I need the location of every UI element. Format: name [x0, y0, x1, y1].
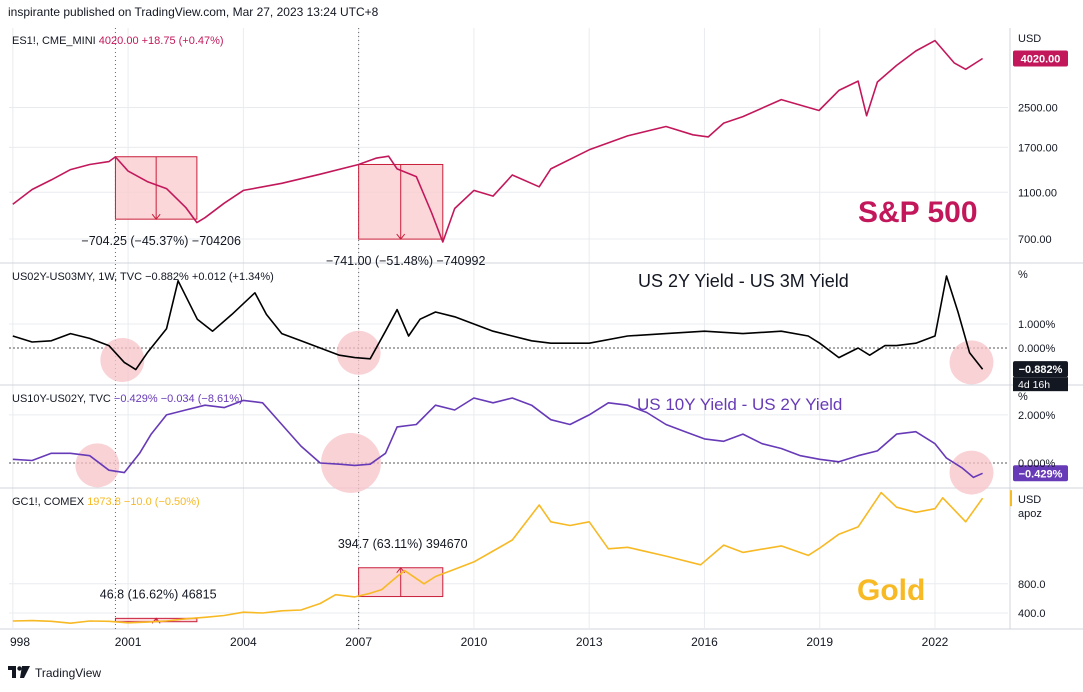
last-value-marker [1010, 490, 1012, 507]
gold-title: Gold [857, 574, 925, 607]
legend-symbol: US02Y-US03MY, 1W, TVC [12, 271, 145, 283]
y-tick-label: 800.0 [1018, 579, 1046, 591]
countdown-label: 4d 16h [1018, 379, 1050, 391]
legend-symbol: GC1!, COMEX [12, 496, 87, 508]
marks-layer [12, 39, 1068, 624]
footer-brand: TradingView [35, 666, 102, 680]
x-tick-label: 2013 [576, 635, 603, 649]
yield2y3m-title: US 2Y Yield - US 3M Yield [638, 271, 849, 291]
last-value-label: −0.882% [1019, 364, 1063, 376]
text-layer: 998 2001 2004 2007 2010 2013 2016 2019 2022 2500.… [10, 33, 1063, 649]
x-tick-label: 2010 [461, 635, 488, 649]
legend-row[interactable]: ES1!, CME_MINI 4020.00 +18.75 (+0.47%) [12, 35, 224, 47]
measure-arrow-head [151, 213, 161, 220]
x-tick-label: 998 [10, 635, 30, 649]
y-tick-label: 0.000% [1018, 343, 1056, 355]
legend-change: −10.0 (−0.50%) [124, 496, 200, 508]
publish-header: inspirante published on TradingView.com,… [8, 5, 379, 19]
highlight-circle [75, 443, 120, 488]
legend-row[interactable]: GC1!, COMEX 1973.8 −10.0 (−0.50%) [12, 496, 200, 508]
y-tick-label: 400.0 [1018, 608, 1046, 620]
tradingview-logo-icon [8, 666, 30, 678]
axis-unit-label: USD [1018, 33, 1041, 45]
y-tick-label: 1100.00 [1018, 187, 1057, 199]
legend-row[interactable]: US10Y-US02Y, TVC −0.429% −0.034 (−8.61%) [12, 393, 243, 405]
legend-symbol: ES1!, CME_MINI [12, 35, 99, 47]
grid-layer [0, 28, 1083, 630]
last-value-label: −0.429% [1019, 468, 1063, 480]
legend-symbol: US10Y-US02Y, TVC [12, 393, 114, 405]
measure-label: −741.00 (−51.48%) −740992 [326, 254, 486, 268]
y-tick-label: 2.000% [1018, 410, 1056, 422]
highlight-circle [320, 432, 381, 493]
yield10y2y-title: US 10Y Yield - US 2Y Yield [637, 395, 842, 414]
legend-change: +0.012 (+1.34%) [192, 271, 274, 283]
x-tick-label: 2007 [345, 635, 372, 649]
highlight-circle [949, 450, 994, 495]
axis-scale-label: apoz [1018, 508, 1042, 520]
x-tick-label: 2019 [806, 635, 833, 649]
legend-change: +18.75 (+0.47%) [142, 35, 224, 47]
axis-unit-label: % [1018, 269, 1028, 281]
y-tick-label: 2500.00 [1018, 103, 1058, 115]
y-tick-label: 0.000% [1018, 458, 1056, 470]
yield10y2y-series-line [12, 397, 983, 479]
highlight-circle [949, 340, 994, 385]
legend-row[interactable]: US02Y-US03MY, 1W, TVC −0.882% +0.012 (+1… [12, 271, 274, 283]
gold-series-line [12, 491, 984, 624]
measure-label: −704.25 (−45.37%) −704206 [81, 234, 241, 248]
yield2y3m-series-line [12, 275, 984, 371]
measure-label: 394.7 (63.11%) 394670 [338, 537, 468, 551]
axis-unit-label: USD [1018, 494, 1041, 506]
x-tick-label: 2004 [230, 635, 257, 649]
legend-change: −0.034 (−8.61%) [161, 393, 243, 405]
last-value-box [1013, 50, 1068, 67]
x-tick-label: 2001 [115, 635, 142, 649]
legend-price: 1973.8 [87, 496, 124, 508]
legend-price: −0.882% [145, 271, 192, 283]
y-tick-label: 1700.00 [1018, 142, 1058, 154]
highlight-circle [336, 330, 381, 375]
last-value-box [1013, 361, 1068, 378]
y-tick-label: 1.000% [1018, 319, 1056, 331]
sp500-title: S&P 500 [858, 196, 978, 229]
x-tick-label: 2016 [691, 635, 718, 649]
last-value-label: 4020.00 [1021, 53, 1061, 65]
y-tick-label: 700.00 [1018, 234, 1052, 246]
countdown-box [1013, 377, 1068, 392]
legend-price: −0.429% [114, 393, 161, 405]
footer: TradingView [8, 666, 101, 680]
last-value-box [1013, 465, 1068, 482]
measure-label: 46.8 (16.62%) 46815 [100, 587, 217, 601]
axis-unit-label: % [1018, 391, 1028, 403]
sp500-series-line [12, 39, 984, 243]
x-tick-label: 2022 [922, 635, 949, 649]
measure-arrow-head [396, 233, 406, 240]
legend-price: 4020.00 [99, 35, 142, 47]
